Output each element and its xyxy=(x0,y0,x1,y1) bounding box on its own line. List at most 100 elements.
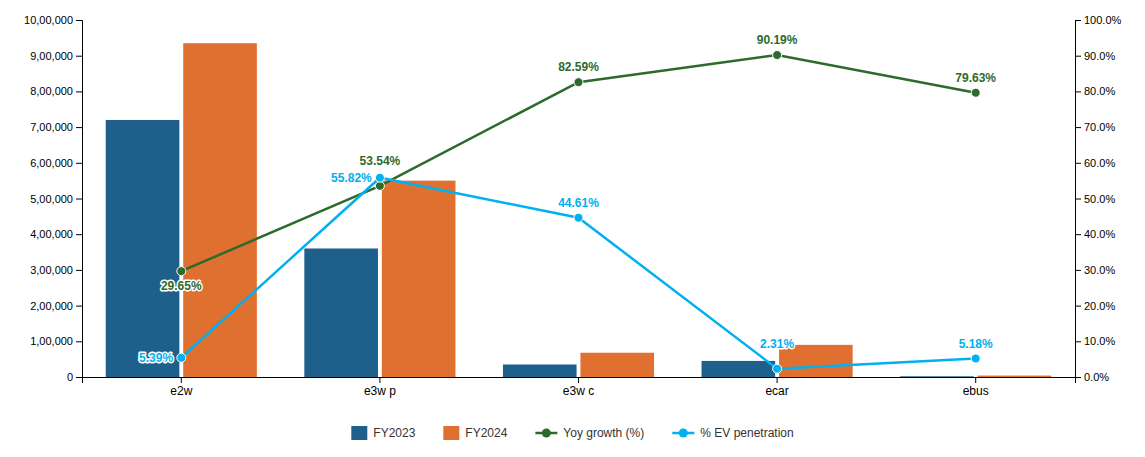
data-label: 2.31% xyxy=(760,337,794,351)
tick-mark xyxy=(1075,234,1081,235)
legend-label: FY2024 xyxy=(465,426,507,440)
tick: e3w p xyxy=(364,377,396,398)
tick-mark xyxy=(777,377,778,383)
tick: 60.0% xyxy=(1075,157,1115,169)
legend-swatch xyxy=(542,429,551,438)
tick-mark xyxy=(1075,341,1081,342)
data-labels: 29.65%53.54%82.59%90.19%79.63%5.39%55.82… xyxy=(139,33,996,365)
legend-label: FY2023 xyxy=(373,426,415,440)
data-label: 29.65% xyxy=(161,279,202,293)
tick-mark xyxy=(76,163,82,164)
tick-mark xyxy=(1075,306,1081,307)
axis-line xyxy=(76,21,83,378)
tick: e2w xyxy=(170,377,192,398)
tick: ebus xyxy=(963,377,989,398)
tick-label: 5,00,000 xyxy=(30,193,73,205)
tick-label: 30.0% xyxy=(1084,264,1115,276)
tick-mark xyxy=(181,377,182,383)
tick: 10,00,000 xyxy=(24,14,82,26)
data-label: 90.19% xyxy=(757,33,798,47)
tick-label: 70.0% xyxy=(1084,121,1115,133)
tick-mark xyxy=(76,127,82,128)
tick-label: 4,00,000 xyxy=(30,228,73,240)
bar xyxy=(183,43,257,377)
tick-label: 2,00,000 xyxy=(30,300,73,312)
tick-label: 10.0% xyxy=(1084,335,1115,347)
tick-mark xyxy=(76,91,82,92)
tick-label: 8,00,000 xyxy=(30,85,73,97)
tick: 2,00,000 xyxy=(30,300,82,312)
tick-label: 0 xyxy=(67,371,73,383)
bar xyxy=(900,376,974,377)
tick-label: 100.0% xyxy=(1084,14,1122,26)
marks xyxy=(106,43,1052,377)
tick-label: 90.0% xyxy=(1084,50,1115,62)
x-axis: e2w e3w p e3w c ecar ebus xyxy=(83,377,1076,398)
tick: 3,00,000 xyxy=(30,264,82,276)
legend-swatch xyxy=(351,426,367,440)
tick-mark xyxy=(975,377,976,383)
tick-label: ebus xyxy=(963,384,989,398)
tick: ecar xyxy=(765,377,788,398)
tick-mark xyxy=(76,306,82,307)
chart: 0 1,00,000 2,00,000 3,00,000 4,00,000 5,00,00… xyxy=(0,0,1145,457)
y2-axis: 0.0% 10.0% 20.0% 30.0% 40.0% 50.0% 60.0% 70.0% 8… xyxy=(1075,14,1122,383)
data-label: 44.61% xyxy=(558,196,599,210)
axis-line xyxy=(1076,21,1082,378)
tick: 20.0% xyxy=(1075,300,1115,312)
marker xyxy=(177,353,186,362)
marker xyxy=(574,78,583,87)
legend-item: FY2023 xyxy=(351,426,415,440)
tick: 80.0% xyxy=(1075,85,1115,97)
tick-label: 9,00,000 xyxy=(30,50,73,62)
tick: 0.0% xyxy=(1075,371,1109,383)
tick-label: 0.0% xyxy=(1084,371,1109,383)
data-label: 79.63% xyxy=(955,71,996,85)
tick: 1,00,000 xyxy=(30,335,82,347)
legend-label: % EV penetration xyxy=(700,426,793,440)
bar xyxy=(580,353,654,377)
legend-swatch xyxy=(443,426,459,440)
marker xyxy=(971,88,980,97)
marker xyxy=(574,213,583,222)
legend: FY2023 FY2024 Yoy growth (%) % EV penetrati… xyxy=(351,426,793,440)
tick: 10.0% xyxy=(1075,335,1115,347)
tick-label: 20.0% xyxy=(1084,300,1115,312)
tick-label: 1,00,000 xyxy=(30,335,73,347)
bar-series xyxy=(183,43,1051,377)
data-label: 82.59% xyxy=(558,60,599,74)
marker xyxy=(971,354,980,363)
plot-area: 0 1,00,000 2,00,000 3,00,000 4,00,000 5,00,00… xyxy=(24,14,1121,398)
tick: 8,00,000 xyxy=(30,85,82,97)
bar xyxy=(106,120,180,377)
tick-mark xyxy=(1075,163,1081,164)
tick-label: e2w xyxy=(170,384,192,398)
marker xyxy=(773,51,782,60)
tick-mark xyxy=(76,270,82,271)
tick-mark xyxy=(1075,20,1081,21)
legend-item: FY2024 xyxy=(443,426,507,440)
tick-mark xyxy=(1075,199,1081,200)
axis-line xyxy=(83,378,1076,384)
tick: 40.0% xyxy=(1075,228,1115,240)
legend-item: % EV penetration xyxy=(672,426,793,440)
tick-label: 10,00,000 xyxy=(24,14,73,26)
tick: 9,00,000 xyxy=(30,50,82,62)
tick-mark xyxy=(76,377,82,378)
tick-label: e3w c xyxy=(563,384,594,398)
data-label: 53.54% xyxy=(360,154,401,168)
marker xyxy=(773,364,782,373)
tick-label: 7,00,000 xyxy=(30,121,73,133)
line xyxy=(181,55,975,271)
tick-mark xyxy=(76,20,82,21)
legend-label: Yoy growth (%) xyxy=(563,426,644,440)
tick: 5,00,000 xyxy=(30,193,82,205)
tick-mark xyxy=(76,56,82,57)
tick: 50.0% xyxy=(1075,193,1115,205)
tick: 70.0% xyxy=(1075,121,1115,133)
marker xyxy=(375,173,384,182)
tick-label: 60.0% xyxy=(1084,157,1115,169)
tick: 7,00,000 xyxy=(30,121,82,133)
tick-mark xyxy=(76,199,82,200)
tick-mark xyxy=(1075,127,1081,128)
